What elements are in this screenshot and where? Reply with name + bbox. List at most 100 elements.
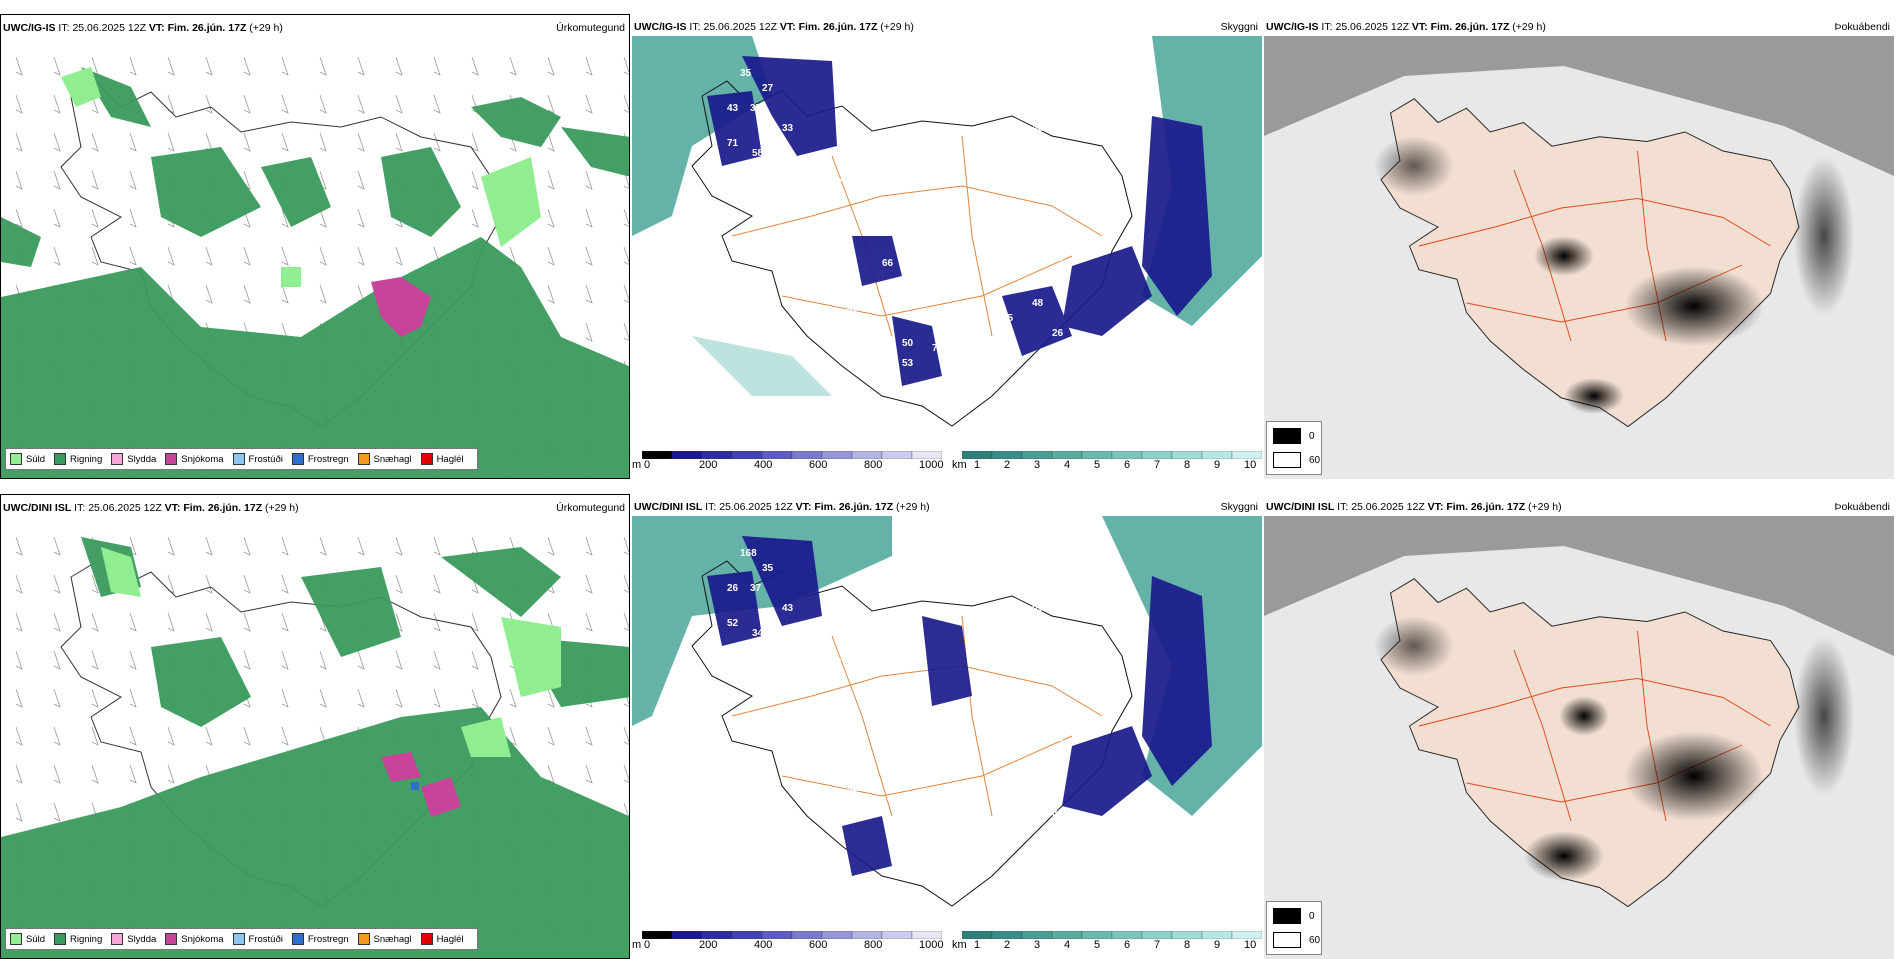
it-label: IT: bbox=[74, 502, 86, 514]
wind-barb bbox=[167, 132, 175, 152]
vt-label: VT: bbox=[1411, 21, 1428, 33]
wind-barb bbox=[471, 56, 479, 76]
wind-barb bbox=[243, 94, 251, 114]
colorbar-tick-label: 1 bbox=[974, 939, 981, 951]
wind-barb bbox=[15, 612, 23, 632]
fog-panel-row2: UWC/DINI ISL IT: 25.06.2025 12Z VT: Fim.… bbox=[1264, 494, 1894, 959]
wind-barb bbox=[319, 650, 327, 670]
wind-barb bbox=[129, 208, 137, 228]
visibility-value-label: 56 bbox=[1002, 128, 1014, 139]
height-unit: m bbox=[632, 459, 642, 471]
wind-barb bbox=[91, 170, 99, 190]
wind-barb bbox=[547, 170, 555, 190]
precip-legend-item: Frostregn bbox=[291, 933, 349, 945]
visibility-value-label: 43 bbox=[727, 103, 739, 114]
visibility-value-label: 33 bbox=[1087, 208, 1099, 219]
colorbar-tick-label: 3 bbox=[1034, 939, 1041, 951]
wind-barb bbox=[357, 208, 365, 228]
vt-value: Fim. 26.jún. 17Z bbox=[1446, 501, 1526, 513]
wind-barb bbox=[547, 536, 555, 556]
wind-barb bbox=[395, 650, 403, 670]
wind-barb bbox=[205, 284, 213, 304]
visibility-colorbar-bin bbox=[1231, 931, 1262, 939]
height-colorbar-bin bbox=[761, 451, 793, 459]
visibility-unit: km bbox=[952, 459, 967, 471]
wind-barb bbox=[91, 764, 99, 784]
wind-barb bbox=[205, 726, 213, 746]
precip-legend-swatch bbox=[54, 453, 67, 465]
height-colorbar-bin bbox=[851, 451, 883, 459]
wind-barb bbox=[91, 726, 99, 746]
height-colorbar-bin bbox=[701, 451, 733, 459]
precip-legend-item: Snæhagl bbox=[357, 453, 412, 465]
fog-value-0: 0 bbox=[1309, 910, 1315, 922]
precip-legend-item: Snjókoma bbox=[165, 453, 224, 465]
colorbar-tick-label: 0 bbox=[644, 459, 651, 471]
fog-value-1: 60 bbox=[1309, 454, 1321, 466]
visibility-value-label: 37 bbox=[1052, 628, 1064, 639]
wind-barb bbox=[585, 284, 593, 304]
wind-barb bbox=[243, 650, 251, 670]
model-name: UWC/IG-IS bbox=[1266, 21, 1319, 33]
wind-barb bbox=[129, 612, 137, 632]
vt-value: Fim. 26.jún. 17Z bbox=[1430, 21, 1510, 33]
lead-time: (+29 h) bbox=[249, 22, 283, 34]
it-label: IT: bbox=[1337, 501, 1349, 513]
vt-label: VT: bbox=[795, 501, 812, 513]
visibility-value-label: 100 bbox=[822, 678, 839, 689]
wind-barb bbox=[15, 170, 23, 190]
wind-barb bbox=[319, 132, 327, 152]
wind-barb bbox=[205, 612, 213, 632]
panel-header: UWC/IG-IS IT: 25.06.2025 12Z VT: Fim. 26… bbox=[1266, 16, 1892, 38]
fog-legend-row: 60 bbox=[1273, 932, 1320, 948]
wind-barb bbox=[243, 536, 251, 556]
height-colorbar-bin bbox=[761, 931, 793, 939]
colorbar-tick-label: 9 bbox=[1214, 939, 1221, 951]
wind-barb bbox=[357, 94, 365, 114]
wind-barb bbox=[53, 56, 61, 76]
it-value: 25.06.2025 12Z bbox=[1351, 501, 1425, 513]
wind-barb bbox=[319, 56, 327, 76]
precip-legend-swatch bbox=[420, 453, 433, 465]
colorbar-tick-label: 400 bbox=[754, 459, 773, 471]
fog-swatch-light bbox=[1273, 452, 1301, 468]
it-value: 25.06.2025 12Z bbox=[703, 21, 777, 33]
wind-barb bbox=[15, 536, 23, 556]
wind-barb bbox=[357, 536, 365, 556]
height-colorbar-bin bbox=[821, 451, 853, 459]
visibility-value-label: 52 bbox=[727, 618, 739, 629]
colorbar-tick-label: 7 bbox=[1154, 459, 1161, 471]
visibility-value-label: 49 bbox=[812, 193, 824, 204]
visibility-value-label: 74 bbox=[932, 243, 944, 254]
wind-barb bbox=[357, 688, 365, 708]
wind-barb bbox=[357, 170, 365, 190]
precip-legend-swatch bbox=[232, 453, 245, 465]
visibility-value-label: 48 bbox=[1112, 203, 1124, 214]
visibility-value-label: 78 bbox=[1087, 178, 1099, 189]
visibility-value-label: 34 bbox=[752, 628, 764, 639]
wind-barb bbox=[433, 56, 441, 76]
wind-barb bbox=[129, 56, 137, 76]
wind-barb bbox=[243, 284, 251, 304]
wind-barb bbox=[509, 56, 517, 76]
visibility-value-label: 85 bbox=[1002, 313, 1014, 324]
visibility-value-label: 42 bbox=[887, 378, 899, 389]
precip-legend-label: Slydda bbox=[127, 933, 157, 945]
visibility-value-label: 71 bbox=[1032, 778, 1044, 789]
wind-barb bbox=[623, 764, 629, 783]
colorbar-tick-label: 8 bbox=[1184, 459, 1191, 471]
panel-title: Úrkomutegund bbox=[556, 502, 625, 514]
visibility-value-label: 32 bbox=[902, 838, 914, 849]
wind-barb bbox=[623, 94, 629, 113]
wind-barb bbox=[395, 56, 403, 76]
visibility-value-label: 60 bbox=[892, 653, 904, 664]
height-colorbar-bin bbox=[731, 451, 763, 459]
visibility-value-label: 09 bbox=[1032, 603, 1044, 614]
wind-barb bbox=[53, 688, 61, 708]
visibility-value-label: 32 bbox=[892, 773, 904, 784]
colorbar-tick-label: 2 bbox=[1004, 459, 1011, 471]
it-label: IT: bbox=[705, 501, 717, 513]
wind-barb bbox=[129, 132, 137, 152]
colorbar-tick-label: 1 bbox=[974, 459, 981, 471]
it-value: 25.06.2025 12Z bbox=[72, 22, 146, 34]
